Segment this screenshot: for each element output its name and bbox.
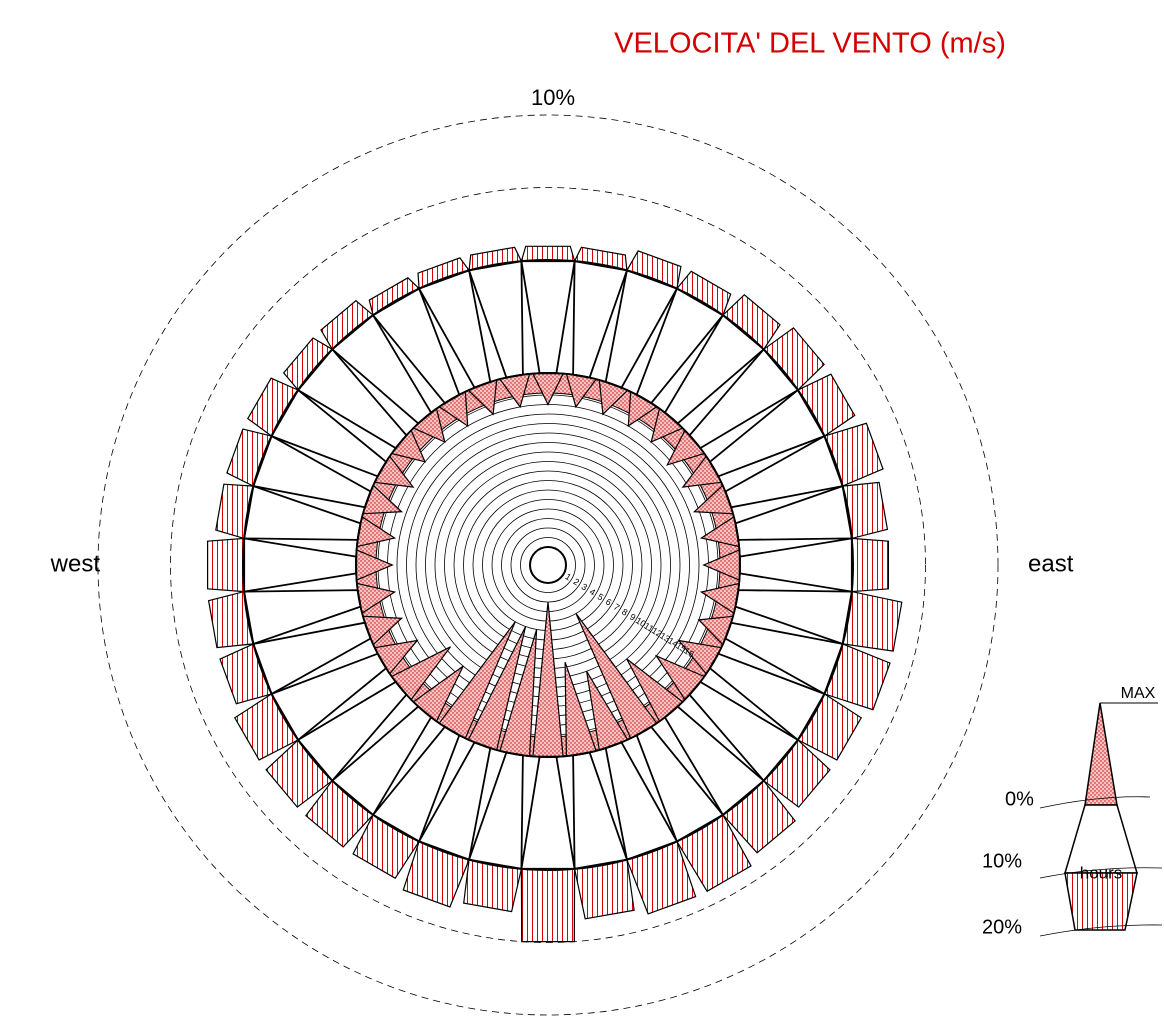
speed-tick-label: 10 [634,615,648,629]
hours-bar [851,537,889,593]
center [529,546,567,584]
speed-tick-label: 13 [658,630,672,644]
hours-grid [170,187,926,943]
legend-spike [1084,702,1118,806]
hours-bar [520,245,576,262]
speed-tick-label: 3 [580,581,590,592]
speed-tick-label: 9 [628,612,638,623]
speed-tick-label: 14 [666,635,680,649]
legend-level: 0% [1005,788,1034,810]
sector [243,537,358,593]
speed-tick-label: 2 [572,576,582,587]
speed-tick-label: 15 [674,641,688,655]
speed-tick-label: 11 [642,621,655,634]
hours-bar [520,868,576,943]
legend-arc [1039,796,1151,809]
legend-max: MAX [1121,685,1156,702]
legend-arc [1039,924,1163,937]
hours-tick-label: 10% [531,85,575,110]
direction-label: east [1028,550,1074,577]
speed-tick-label: 4 [588,586,598,597]
speed-grid [520,537,576,593]
chart-title: VELOCITA' DEL VENTO (m/s) [614,28,1006,60]
legend-level: 20% [982,916,1022,938]
speed-tick-label: 12 [650,625,664,639]
legend-hours-label: hours [1080,863,1123,882]
speed-tick-label: 16 [682,646,696,660]
sector [520,260,576,375]
speed-tick-label: 6 [604,597,614,608]
direction-label: west [50,550,101,577]
speed-tick-label: 8 [620,607,630,618]
sector [520,755,576,870]
ring [242,259,854,871]
sector [738,537,853,593]
legend-hours [1064,872,1138,931]
hours-grid [97,114,999,1016]
legend-arc [1039,867,1163,879]
legend: MAX 0% 10% 20% hours [982,685,1163,938]
speed-tick-label: 1 [564,571,574,582]
band-edge [355,372,741,758]
hours-bar [207,537,245,593]
legend-level: 10% [982,850,1022,872]
speed-tick-label: 5 [596,591,606,602]
speed-tick-label: 7 [612,602,622,613]
